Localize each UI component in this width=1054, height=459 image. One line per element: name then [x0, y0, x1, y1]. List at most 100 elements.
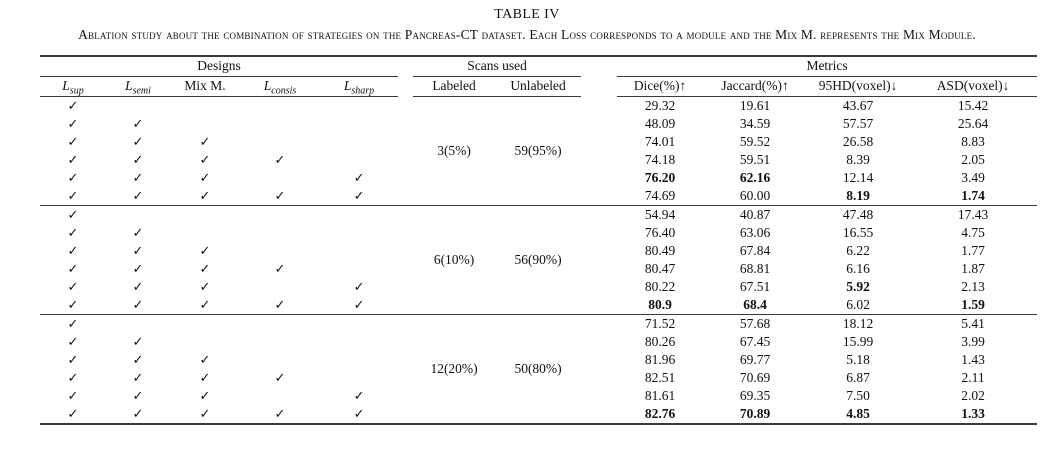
checkmark-cell-l-sharp: ✓	[353, 169, 365, 185]
col-header-l-consis: Lconsis	[240, 76, 320, 97]
checkmark-cell-mix-m: ✓	[199, 133, 211, 149]
checkmark-cell-l-semi: ✓	[132, 151, 144, 167]
empty-cell-l-consis	[240, 204, 320, 224]
column-gap	[398, 405, 413, 424]
metric-value-cell: 17.43	[909, 204, 1038, 224]
metric-value-cell: 68.4	[743, 296, 767, 312]
metric-value-cell: 48.09	[644, 115, 676, 131]
column-gap	[398, 242, 413, 260]
checkmark-cell-l-consis: ✓	[274, 369, 286, 385]
checkmark-cell-l-semi: ✓	[132, 405, 144, 421]
column-gap	[398, 56, 413, 77]
checkmark-cell-l-semi: ✓	[132, 187, 144, 203]
unlabeled-scans-cell: 59(95%)	[514, 142, 562, 158]
metric-value-cell: 81.96	[644, 351, 676, 367]
metric-value-cell: 18.12	[807, 313, 910, 333]
checkmark-cell-l-semi: ✓	[132, 133, 144, 149]
col-header-metric-2: 95HD(voxel)↓	[807, 76, 910, 97]
column-gap	[581, 242, 617, 260]
metric-value-cell: 1.87	[961, 260, 985, 276]
metric-value-cell: 54.94	[617, 204, 704, 224]
empty-cell-mix-m	[170, 224, 240, 242]
metric-value-cell: 80.26	[644, 333, 676, 349]
checkmark-cell-l-sharp: ✓	[353, 296, 365, 312]
metric-value-cell: 8.39	[846, 151, 870, 167]
table-row: ✓ 12(20%) 50(80%) 71.52 57.68 18.12 5.41	[40, 313, 1038, 424]
table-head: Designs Scans used Metrics Lsup Lsemi Mix …	[40, 55, 1038, 97]
checkmark-cell-mix-m: ✓	[199, 151, 211, 167]
empty-cell-l-sharp	[320, 369, 398, 387]
metric-value-cell: 76.40	[644, 224, 676, 240]
checkmark-cell-l-sup: ✓	[67, 224, 79, 240]
column-gap	[581, 96, 617, 115]
metric-value-cell: 68.81	[739, 260, 771, 276]
labeled-scans-cell: 3(5%)	[437, 142, 471, 158]
metric-value-cell: 59.52	[739, 133, 771, 149]
table-row: ✓ ✓ ✓ ✓ ✓ 80.9 68.4 6.02 1.59	[40, 296, 1037, 315]
column-gap	[398, 387, 413, 405]
metric-value-cell: 76.20	[644, 169, 676, 185]
table-row: ✓ ✓ ✓ ✓ 82.51 70.69 6.87 2.11	[40, 369, 1037, 387]
column-gap	[581, 387, 617, 405]
column-gap	[398, 260, 413, 278]
checkmark-cell-mix-m: ✓	[199, 260, 211, 276]
checkmark-cell-l-semi: ✓	[132, 278, 144, 294]
metric-value-cell: 2.05	[961, 151, 985, 167]
col-header-l-sup: Lsup	[40, 76, 106, 97]
table-body: ✓ 3(5%) 59(95%) 29.32 19.61 43.67 15.42 ✓ ✓ 48.09…	[40, 96, 1038, 424]
checkmark-cell-l-sup: ✓	[67, 296, 79, 312]
metric-value-cell: 1.43	[961, 351, 985, 367]
empty-cell-l-sharp	[320, 313, 399, 333]
empty-cell-l-sharp	[320, 242, 398, 260]
column-gap	[581, 133, 617, 151]
metric-value-cell: 1.33	[961, 405, 985, 421]
empty-cell-l-sharp	[320, 151, 398, 169]
metric-value-cell: 47.48	[807, 204, 910, 224]
metric-value-cell: 1.59	[961, 296, 985, 312]
checkmark-cell-mix-m: ✓	[199, 242, 211, 258]
table-row: ✓ 3(5%) 59(95%) 29.32 19.61 43.67 15.42	[40, 96, 1037, 158]
metric-value-cell: 3.99	[961, 333, 985, 349]
col-header-metric-0: Dice(%)↑	[617, 76, 704, 97]
column-gap	[398, 76, 413, 96]
metric-value-cell: 74.01	[644, 133, 676, 149]
metric-value-cell: 5.92	[846, 278, 870, 294]
checkmark-cell-l-semi: ✓	[132, 387, 144, 403]
empty-cell-l-sharp	[320, 333, 398, 351]
column-gap	[581, 115, 617, 133]
table-caption-block: TABLE IV Ablation study about the combin…	[0, 0, 1054, 44]
column-gap	[398, 278, 413, 296]
column-gap	[398, 115, 413, 133]
metric-value-cell: 15.42	[957, 97, 989, 113]
checkmark-cell-l-sup: ✓	[67, 369, 79, 385]
checkmark-cell-mix-m: ✓	[199, 187, 211, 203]
empty-cell-l-semi	[106, 313, 170, 333]
empty-cell-l-sharp	[320, 224, 398, 242]
checkmark-cell-l-semi: ✓	[132, 333, 144, 349]
metric-value-cell: 69.77	[739, 351, 771, 367]
checkmark-cell-l-sharp: ✓	[353, 387, 365, 403]
column-gap	[581, 333, 617, 351]
table-row: ✓ ✓ ✓ 74.01 59.52 26.58 8.83	[40, 133, 1037, 151]
unlabeled-scans-cell: 50(80%)	[495, 313, 582, 424]
metric-value-cell: 26.58	[842, 133, 874, 149]
empty-cell-l-consis	[240, 115, 320, 133]
metric-value-cell: 19.61	[739, 97, 771, 113]
metric-value-cell: 4.85	[846, 405, 870, 421]
col-header-l-semi: Lsemi	[106, 76, 170, 97]
col-header-metric-1: Jaccard(%)↑	[703, 76, 808, 97]
table-row: ✓ ✓ ✓ ✓ 76.20 62.16 12.14 3.49	[40, 169, 1037, 187]
empty-cell-l-consis	[240, 387, 320, 405]
checkmark-cell-l-semi: ✓	[132, 169, 144, 185]
metric-value-cell: 16.55	[842, 224, 874, 240]
empty-cell-l-sharp	[320, 204, 399, 224]
metric-value-cell: 81.61	[644, 387, 676, 403]
column-gap	[581, 204, 618, 224]
metric-value-cell: 4.75	[961, 224, 985, 240]
empty-cell-l-sharp	[320, 260, 398, 278]
column-gap	[581, 351, 617, 369]
checkmark-cell-mix-m: ✓	[199, 296, 211, 312]
empty-cell-mix-m	[170, 313, 240, 333]
metric-value-cell: 15.99	[842, 333, 874, 349]
table-label: TABLE IV	[494, 7, 560, 22]
